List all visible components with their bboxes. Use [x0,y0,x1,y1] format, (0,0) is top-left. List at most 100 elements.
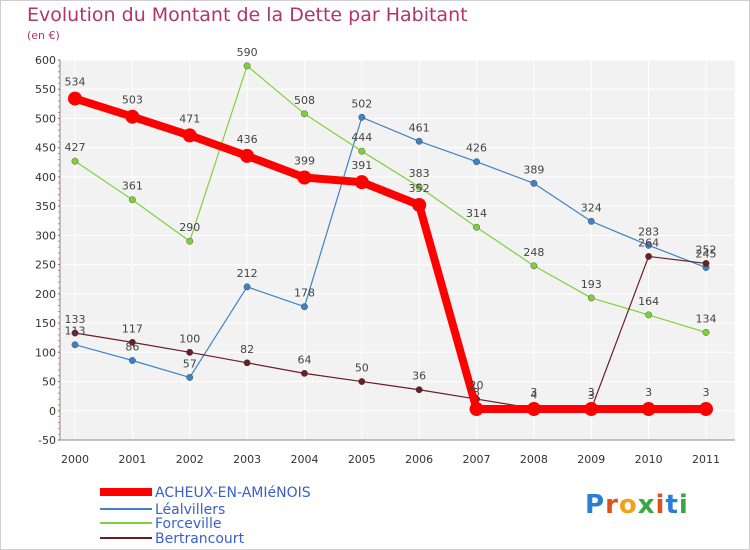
data-label: 36 [412,370,426,383]
data-label: 245 [696,248,717,261]
y-tick-label: 350 [35,200,56,213]
data-label: 64 [297,353,311,366]
x-tick-label: 2007 [463,453,491,466]
legend-label: Forceville [155,516,221,532]
y-tick-label: 250 [35,259,56,272]
y-tick-label: 0 [49,405,56,418]
series-line [74,255,707,410]
data-label: 399 [294,155,315,168]
data-point [645,311,653,319]
series-line [74,65,707,334]
data-label: 20 [470,379,484,392]
data-point [243,359,251,367]
data-label: 178 [294,287,315,300]
chart-subtitle: (en €) [27,29,60,42]
data-label: 264 [638,236,659,249]
data-point [68,91,82,106]
y-tick-label: 500 [35,112,56,125]
y-tick-label: 450 [35,142,56,155]
data-label: 461 [409,121,430,134]
data-label: 290 [179,221,200,234]
data-label: 352 [409,182,430,195]
data-label: 3 [703,386,710,399]
data-label: 361 [122,180,143,193]
data-point [182,128,197,143]
series-line [74,116,707,379]
data-label: 113 [65,325,86,338]
data-point [641,402,656,417]
data-point [354,175,369,190]
x-tick-label: 2003 [233,453,261,466]
data-point [469,402,484,417]
data-label: 427 [65,141,86,154]
data-point [415,183,423,191]
x-tick-label: 2005 [348,453,376,466]
data-label: 248 [523,246,544,259]
proxiti-logo: Proxiti [585,490,689,520]
y-tick-label: 600 [35,54,56,67]
data-point [71,157,79,165]
y-tick-label: 200 [35,288,56,301]
data-point [186,348,194,356]
data-point [702,329,710,336]
data-point [473,223,480,231]
data-point [128,196,136,204]
data-point [243,62,251,70]
logo-letter: x [637,490,656,520]
data-point [473,158,480,166]
data-point [699,402,713,417]
y-tick-label: 300 [35,229,56,242]
data-point [645,253,653,260]
data-label: 3 [588,389,595,402]
y-tick-label: 400 [35,171,56,184]
data-point [702,260,710,267]
data-label: 436 [237,133,258,146]
y-tick-label: 100 [35,346,56,359]
y-tick-label: 150 [35,317,56,330]
data-label: 508 [294,94,315,107]
logo-letter: i [678,490,689,520]
data-label: 3 [530,386,537,399]
data-point [584,402,599,417]
data-label: 82 [240,343,254,356]
data-label: 117 [122,322,143,335]
data-point [415,386,423,394]
legend: ACHEUX-EN-AMIéNOISLéalvillersForcevilleB… [100,485,311,547]
data-label: 86 [125,340,139,353]
x-tick-label: 2001 [118,453,146,466]
data-label: 3 [645,386,652,399]
data-point [301,369,308,377]
data-point [186,374,194,381]
data-label: 212 [237,267,258,280]
data-label: 50 [355,362,369,375]
logo-letter: r [605,490,619,520]
data-label: 4 [530,388,537,401]
data-point [128,338,136,346]
data-label: 471 [179,112,200,125]
data-point [587,294,595,302]
data-label: 590 [237,46,258,59]
series-layer [68,62,713,417]
grid [60,59,735,441]
axes: -500501001502002503003504004505005506002… [35,54,735,466]
data-label: 534 [65,76,86,89]
data-label: 444 [351,131,372,144]
data-label: 100 [179,332,200,345]
plot-area [60,60,735,440]
data-point [71,341,79,349]
y-tick-label: -50 [38,434,56,447]
data-point [297,170,312,185]
y-tick-label: 50 [42,376,56,389]
y-tick-label: 550 [35,83,56,96]
data-point [645,241,653,249]
data-point [358,113,366,121]
data-point [415,137,423,145]
x-tick-label: 2011 [692,453,720,466]
data-label: 283 [638,225,659,238]
data-label: 383 [409,167,430,180]
data-label: 502 [351,97,372,110]
data-label: 503 [122,94,143,107]
logo-letter: P [585,490,606,520]
data-label: 391 [351,159,372,172]
legend-label: Bertrancourt [155,531,245,547]
